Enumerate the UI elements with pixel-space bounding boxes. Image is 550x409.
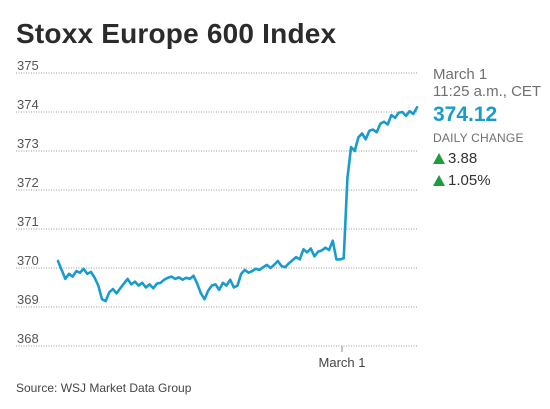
quote-panel: March 1 11:25 a.m., CET 374.12 DAILY CHA… [433,66,550,191]
y-tick-label: 373 [17,136,39,151]
x-tick-label: March 1 [319,355,366,370]
y-tick-label: 368 [17,331,39,346]
x-axis: March 1 [319,346,366,370]
daily-change-label: DAILY CHANGE [433,131,524,145]
y-tick-labels: 375 374 373 372 371 370 369 368 [17,58,39,346]
change-percent-row: 1.05% [433,171,550,191]
source-note: Source: WSJ Market Data Group [16,381,192,395]
quote-date: March 1 [433,66,488,83]
y-tick-label: 370 [17,253,39,268]
quote-price: 374.12 [433,103,498,126]
quote-time: 11:25 a.m., CET [433,83,542,100]
change-percent: 1.05% [448,172,491,189]
gridlines [16,72,418,347]
up-arrow-icon [433,175,445,186]
y-tick-label: 371 [17,214,39,229]
chart-title: Stoxx Europe 600 Index [16,18,337,49]
y-tick-label: 375 [17,58,39,73]
y-tick-label: 369 [17,292,39,307]
series-line [56,106,419,303]
change-points-row: 3.88 [433,149,550,169]
y-tick-label: 372 [17,175,39,190]
up-arrow-icon [433,153,445,164]
y-tick-label: 374 [17,97,39,112]
change-points: 3.88 [448,150,478,167]
